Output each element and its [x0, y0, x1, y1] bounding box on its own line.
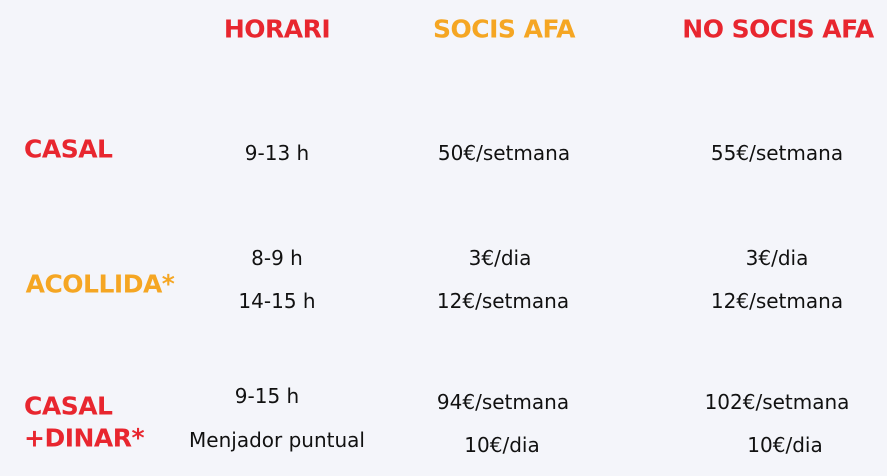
- row-label-line: CASAL: [24, 391, 113, 421]
- horari-cell: 14-15 h: [238, 289, 316, 313]
- no-socis-price: 10€/dia: [747, 433, 823, 457]
- horari-cell: 9-13 h: [244, 141, 310, 165]
- no-socis-price: 12€/setmana: [710, 289, 844, 313]
- socis-price: 12€/setmana: [436, 289, 570, 313]
- no-socis-price: 3€/dia: [745, 246, 809, 270]
- no-socis-price: 55€/setmana: [710, 141, 844, 165]
- socis-price: 10€/dia: [464, 433, 540, 457]
- horari-cell: 9-15 h: [234, 384, 300, 408]
- horari-cell: Menjador puntual: [189, 428, 365, 452]
- socis-price: 94€/setmana: [436, 390, 570, 414]
- header-socis-afa: SOCIS AFA: [432, 14, 576, 44]
- row-label-line: +DINAR*: [24, 423, 145, 453]
- horari-cell: 8-9 h: [251, 246, 303, 270]
- socis-price: 50€/setmana: [437, 141, 571, 165]
- header-no-socis-afa: NO SOCIS AFA: [682, 14, 874, 44]
- row-label: ACOLLIDA*: [25, 269, 175, 299]
- no-socis-price: 102€/setmana: [704, 390, 850, 414]
- row-label: CASAL: [24, 134, 113, 164]
- socis-price: 3€/dia: [468, 246, 532, 270]
- header-horari: HORARI: [223, 14, 331, 44]
